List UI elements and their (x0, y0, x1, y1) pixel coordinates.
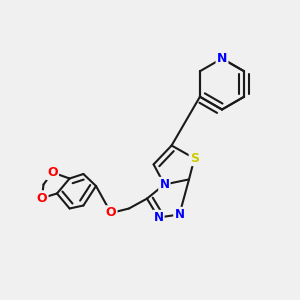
Text: S: S (190, 152, 199, 165)
Text: N: N (159, 178, 170, 191)
Text: O: O (47, 166, 58, 179)
Text: N: N (153, 211, 164, 224)
Text: O: O (106, 206, 116, 220)
Text: N: N (174, 208, 184, 221)
Text: N: N (217, 52, 227, 65)
Text: O: O (37, 191, 47, 205)
